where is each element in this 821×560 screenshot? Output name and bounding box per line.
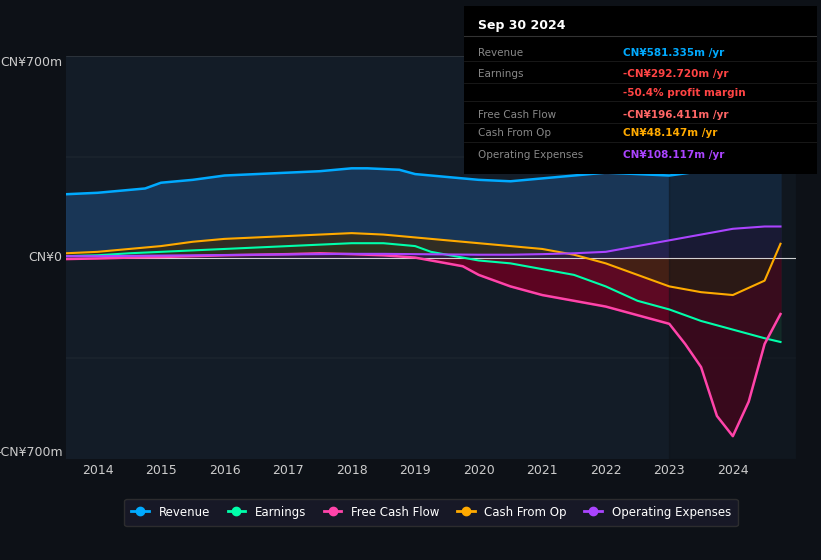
Text: CN¥108.117m /yr: CN¥108.117m /yr [622,150,724,160]
Text: -CN¥700m: -CN¥700m [0,446,62,459]
Text: Operating Expenses: Operating Expenses [478,150,583,160]
Bar [669,56,796,459]
Text: Revenue: Revenue [478,48,523,58]
Text: CN¥0: CN¥0 [29,251,62,264]
Text: Earnings: Earnings [478,69,524,80]
Text: CN¥48.147m /yr: CN¥48.147m /yr [622,128,717,138]
Text: -CN¥196.411m /yr: -CN¥196.411m /yr [622,110,728,120]
Text: Free Cash Flow: Free Cash Flow [478,110,556,120]
Text: Cash From Op: Cash From Op [478,128,551,138]
Text: CN¥700m: CN¥700m [0,56,62,69]
Text: CN¥581.335m /yr: CN¥581.335m /yr [622,48,724,58]
Text: -CN¥292.720m /yr: -CN¥292.720m /yr [622,69,728,80]
Text: -50.4% profit margin: -50.4% profit margin [622,88,745,98]
Legend: Revenue, Earnings, Free Cash Flow, Cash From Op, Operating Expenses: Revenue, Earnings, Free Cash Flow, Cash … [124,499,738,526]
Text: Sep 30 2024: Sep 30 2024 [478,19,566,32]
